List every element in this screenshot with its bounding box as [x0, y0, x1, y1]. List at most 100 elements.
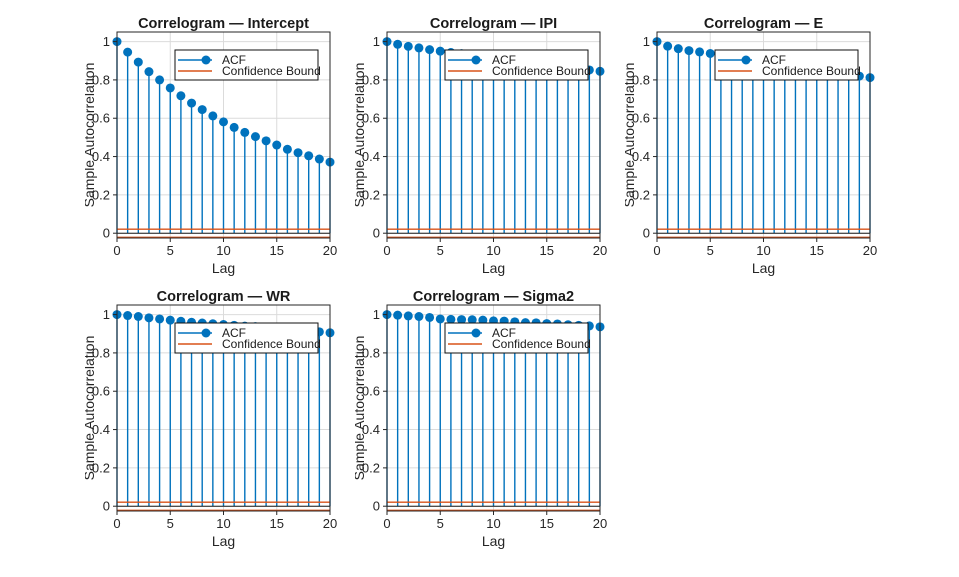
acf-marker [133, 311, 143, 321]
legend-marker-icon [471, 328, 481, 338]
y-tick-label: 0.4 [92, 149, 110, 164]
acf-marker [133, 57, 143, 67]
legend-box [714, 49, 859, 81]
x-axis-label: Lag [482, 533, 505, 549]
subplot-correlogram-ipi: 0 5 10 15 20 0 0.2 0.4 0.6 0.8 1 Correlogram — IPI L… [355, 15, 629, 283]
x-tick-label: 10 [216, 243, 230, 258]
acf-marker [314, 154, 324, 164]
acf-markers [112, 37, 335, 167]
acf-marker [478, 315, 488, 325]
y-tick-label: 0.4 [362, 149, 380, 164]
acf-marker [293, 148, 303, 158]
acf-marker [165, 315, 175, 325]
y-tick-label: 0.2 [632, 187, 650, 202]
acf-marker [446, 314, 456, 324]
x-tick-label: 5 [707, 243, 714, 258]
y-axis-label: Sample Autocorrelation [85, 336, 97, 481]
acf-marker [393, 310, 403, 320]
acf-marker [414, 43, 424, 53]
acf-marker [403, 41, 413, 51]
y-axis-label: Sample Autocorrelation [85, 63, 97, 208]
correlogram-intercept-chart: 0 5 10 15 20 0 0.2 0.4 0.6 0.8 1 Correlogram — Inte… [85, 16, 337, 276]
legend-label: Confidence Bound [492, 64, 591, 78]
x-axis-label: Lag [482, 260, 505, 276]
x-tick-label: 20 [323, 243, 337, 258]
acf-marker [695, 47, 705, 57]
acf-marker [414, 311, 424, 321]
x-tick-label: 10 [486, 243, 500, 258]
acf-marker [155, 75, 165, 85]
x-tick-label: 15 [270, 243, 284, 258]
y-tick-label: 0.2 [92, 460, 110, 475]
y-tick-label: 0.2 [362, 187, 380, 202]
subplot-correlogram-intercept: 0 5 10 15 20 0 0.2 0.4 0.6 0.8 1 Correlogram — Inte… [85, 15, 359, 283]
x-axis-label: Lag [212, 260, 235, 276]
y-tick-label: 1 [103, 34, 110, 49]
x-tick-label: 0 [653, 243, 660, 258]
y-tick-label: 0.4 [632, 149, 650, 164]
legend-box [444, 322, 589, 354]
acf-marker [155, 314, 165, 324]
correlogram-ipi-chart: 0 5 10 15 20 0 0.2 0.4 0.6 0.8 1 Correlogram — IPI L… [355, 16, 607, 276]
acf-marker [250, 132, 260, 142]
acf-marker [435, 314, 445, 324]
chart-title: Correlogram — E [704, 16, 824, 32]
x-tick-label: 5 [167, 516, 174, 531]
subplot-correlogram-sigma2: 0 5 10 15 20 0 0.2 0.4 0.6 0.8 1 Correlogram — Sigm… [355, 288, 629, 556]
acf-marker [403, 311, 413, 321]
y-tick-label: 1 [103, 307, 110, 322]
x-tick-label: 0 [383, 516, 390, 531]
acf-marker [197, 105, 207, 115]
x-tick-label: 5 [167, 243, 174, 258]
tick-marks [383, 314, 601, 515]
legend-label: ACF [492, 326, 516, 340]
y-tick-label: 0.2 [92, 187, 110, 202]
acf-marker [393, 39, 403, 49]
y-tick-label: 1 [373, 34, 380, 49]
legend-label: Confidence Bound [762, 64, 861, 78]
acf-marker [165, 83, 175, 93]
legend-marker-icon [471, 55, 481, 65]
y-axis-label: Sample Autocorrelation [355, 63, 367, 208]
acf-marker [663, 41, 673, 51]
acf-marker [304, 151, 314, 161]
legend-marker-icon [201, 55, 211, 65]
y-tick-label: 0.8 [632, 72, 650, 87]
chart-title: Correlogram — IPI [430, 16, 557, 32]
correlogram-wr-chart: 0 5 10 15 20 0 0.2 0.4 0.6 0.8 1 Correlogram — WR La… [85, 289, 337, 549]
y-tick-label: 0.8 [92, 72, 110, 87]
legend-label: ACF [222, 53, 246, 67]
y-tick-label: 0.2 [362, 460, 380, 475]
x-tick-label: 10 [486, 516, 500, 531]
x-tick-label: 15 [810, 243, 824, 258]
y-tick-label: 0.8 [92, 345, 110, 360]
y-tick-label: 0.8 [362, 345, 380, 360]
acf-marker [467, 315, 477, 325]
legend-label: Confidence Bound [222, 337, 321, 351]
y-tick-label: 0 [373, 226, 380, 241]
confidence-bound-lines [117, 228, 330, 238]
chart-title: Correlogram — Sigma2 [413, 289, 574, 305]
acf-marker [425, 45, 435, 55]
x-tick-label: 5 [437, 516, 444, 531]
acf-marker [219, 117, 228, 127]
acf-marker [684, 46, 694, 56]
legend-marker-icon [201, 328, 211, 338]
confidence-bound-lines [117, 501, 330, 511]
legend-label: Confidence Bound [492, 337, 591, 351]
x-tick-label: 15 [270, 516, 284, 531]
correlogram-e-chart: 0 5 10 15 20 0 0.2 0.4 0.6 0.8 1 Correlogram — E Lag… [625, 16, 877, 276]
acf-marker [229, 122, 239, 132]
y-tick-label: 0 [643, 226, 650, 241]
acf-marker [240, 127, 250, 137]
y-tick-label: 0.6 [92, 111, 110, 126]
x-tick-label: 10 [756, 243, 770, 258]
y-tick-label: 1 [643, 34, 650, 49]
acf-marker [425, 312, 435, 322]
acf-marker [272, 140, 282, 150]
acf-marker [435, 46, 445, 56]
x-tick-label: 10 [216, 516, 230, 531]
